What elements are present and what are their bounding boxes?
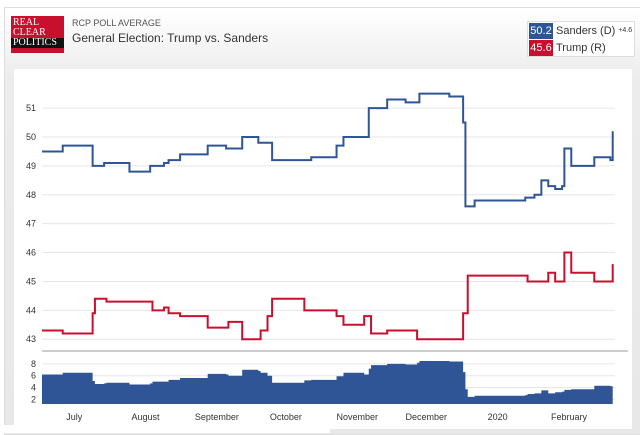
bottom-bar [0, 425, 330, 433]
plot-area [14, 69, 632, 429]
y-tick-label: 43 [26, 334, 36, 344]
legend-value: 45.6 [529, 39, 553, 56]
chart-title: General Election: Trump vs. Sanders [72, 31, 269, 45]
x-tick-label: December [406, 412, 448, 422]
legend-name: Trump (R) [556, 41, 606, 54]
y-tick-label: 51 [26, 103, 36, 113]
x-tick-label: October [270, 412, 302, 422]
y-tick-label: 47 [26, 219, 36, 229]
legend-value: 50.2 [529, 22, 553, 39]
logo-line: REAL [13, 17, 40, 28]
y-tick-label: 50 [26, 132, 36, 142]
x-tick-label: February [551, 412, 588, 422]
x-tick-label: 2020 [488, 412, 508, 422]
legend-trump[interactable]: 45.6 Trump (R) [528, 39, 634, 56]
series-line-trump [42, 251, 614, 341]
x-tick-label: September [195, 412, 239, 422]
logo-line: CLEAR [13, 27, 46, 38]
y-tick-label: 46 [26, 248, 36, 258]
spread-tick-label: 6 [31, 371, 36, 381]
y-tick-label: 44 [26, 305, 36, 315]
y-tick-label: 49 [26, 161, 36, 171]
x-tick-label: November [337, 412, 379, 422]
spread-tick-label: 2 [31, 394, 36, 404]
legend-name: Sanders (D) [556, 24, 616, 37]
y-tick-label: 48 [26, 190, 36, 200]
spread-tick-label: 4 [31, 382, 36, 392]
y-tick-label: 45 [26, 276, 36, 286]
legend-spread: +4.6 [618, 27, 633, 34]
spread-tick-label: 8 [31, 359, 36, 369]
legend-sanders[interactable]: 50.2 Sanders (D) +4.6 [528, 22, 634, 39]
supertitle: RCP POLL AVERAGE [72, 18, 161, 28]
series-line-sanders [42, 92, 614, 208]
rcp-logo: REAL CLEAR POLITICS [11, 16, 64, 53]
spread-area [42, 360, 613, 404]
legend: 50.2 Sanders (D) +4.6 45.6 Trump (R) [527, 21, 635, 57]
x-tick-label: July [66, 412, 83, 422]
x-tick-label: August [132, 412, 161, 422]
logo-line: POLITICS [11, 38, 64, 48]
